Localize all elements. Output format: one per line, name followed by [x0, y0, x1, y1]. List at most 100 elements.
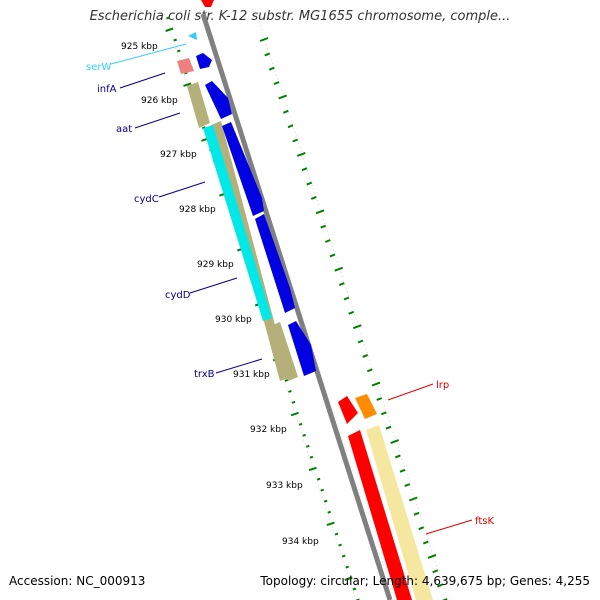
accession-label: Accession: NC_000913	[9, 574, 146, 588]
chromosome-backbone	[200, 13, 393, 600]
tick-minor	[376, 397, 383, 401]
leader-serw	[110, 43, 187, 65]
tick-major	[390, 439, 400, 445]
leader-cydd	[189, 277, 238, 294]
leader-aat	[134, 112, 181, 129]
tick-label-925: 925 kbp	[121, 42, 158, 52]
tick-minor	[418, 526, 425, 531]
feature-cydc-cyan	[203, 125, 272, 321]
leader-infa	[119, 72, 166, 89]
tick-minor	[287, 124, 294, 129]
tick-minor	[301, 167, 308, 172]
tick-minor	[288, 389, 292, 393]
feature-cydd	[255, 214, 295, 313]
leader-lrp	[387, 383, 434, 401]
tick-minor	[422, 540, 429, 545]
tick-minor	[291, 400, 296, 404]
tick-minor	[338, 543, 342, 547]
tick-minor	[362, 353, 369, 358]
feature-infa-olive	[187, 82, 210, 128]
tick-major	[278, 94, 288, 100]
tick-major	[183, 82, 192, 87]
tick-minor	[338, 282, 345, 287]
feature-serw-trna	[177, 58, 194, 74]
tick-label-930: 930 kbp	[215, 315, 252, 325]
tick-minor	[323, 499, 328, 503]
tick-minor	[166, 16, 170, 20]
tick-minor	[348, 310, 355, 315]
gene-label-ftsk[interactable]: ftsK	[475, 516, 494, 527]
scale-tick-labels: 925 kbp 926 kbp 927 kbp 928 kbp 929 kbp …	[121, 42, 319, 547]
tick-minor	[302, 433, 307, 437]
tick-label-929: 929 kbp	[197, 260, 234, 270]
tick-minor	[316, 477, 321, 481]
gene-label-aat[interactable]: aat	[116, 124, 132, 135]
tick-label-932: 932 kbp	[250, 425, 287, 435]
tick-label-928: 928 kbp	[179, 205, 216, 215]
tick-major	[334, 266, 344, 272]
feature-trxb-olive	[270, 322, 298, 381]
tick-label-934: 934 kbp	[282, 537, 319, 547]
tick-minor	[310, 195, 317, 200]
tick-minor	[305, 444, 310, 448]
gene-label-infa[interactable]: infA	[97, 84, 117, 95]
tick-major	[165, 27, 174, 32]
tick-label-931: 931 kbp	[233, 370, 270, 380]
tick-minor	[324, 239, 331, 243]
tick-minor	[273, 81, 280, 86]
tick-minor	[176, 49, 181, 53]
feature-ftsk-yellow	[366, 425, 433, 600]
leader-ftsk	[425, 519, 473, 535]
tick-minor	[329, 253, 336, 258]
tick-minor	[173, 38, 178, 42]
tick-minor	[284, 378, 289, 382]
gene-label-trxb[interactable]: trxB	[194, 369, 215, 380]
tick-label-927: 927 kbp	[160, 150, 197, 160]
tick-label-926: 926 kbp	[141, 96, 178, 106]
tick-minor	[264, 52, 271, 57]
tick-minor	[341, 554, 346, 558]
feature-lrp-orange	[355, 394, 377, 419]
tick-minor	[334, 532, 339, 536]
tick-major	[315, 209, 325, 215]
tick-minor	[404, 483, 411, 488]
tick-minor	[436, 583, 443, 588]
genome-summary: Topology: circular; Length: 4,639,675 bp…	[260, 574, 590, 588]
tick-minor	[441, 598, 448, 600]
tick-major	[290, 411, 299, 417]
feature-lrp-red	[338, 396, 358, 424]
tick-minor	[385, 425, 392, 430]
map-title: Escherichia coli str. K-12 substr. MG165…	[89, 9, 511, 24]
tick-minor	[320, 488, 325, 492]
scale-ticks-reverse	[259, 37, 448, 600]
feature-cydc	[222, 122, 264, 216]
leader-cydc	[158, 181, 206, 198]
tick-minor	[432, 569, 439, 574]
tick-minor	[292, 138, 299, 143]
feature-ftsk-red	[348, 430, 412, 600]
tick-minor	[413, 511, 420, 516]
feature-trxb	[288, 321, 316, 376]
tick-minor	[306, 181, 313, 186]
tick-minor	[268, 66, 275, 71]
tick-minor	[309, 455, 314, 459]
feature-aat	[205, 81, 232, 119]
tick-minor	[380, 411, 387, 416]
gene-label-lrp[interactable]: lrp	[436, 380, 449, 391]
gene-label-cydd[interactable]: cydD	[165, 290, 191, 301]
tick-major	[371, 381, 381, 387]
gene-label-serw[interactable]: serW	[86, 62, 111, 73]
gene-label-cydc[interactable]: cydC	[134, 194, 159, 205]
tick-minor	[327, 510, 332, 514]
tick-major	[326, 521, 335, 527]
feature-small-arrow	[188, 32, 197, 40]
tick-minor	[399, 468, 406, 473]
tick-major	[344, 576, 353, 581]
tick-minor	[366, 368, 373, 373]
tick-major	[308, 466, 317, 472]
tick-major	[296, 151, 306, 157]
tick-major	[427, 553, 437, 559]
tick-minor	[320, 224, 327, 229]
tick-minor	[357, 339, 364, 344]
